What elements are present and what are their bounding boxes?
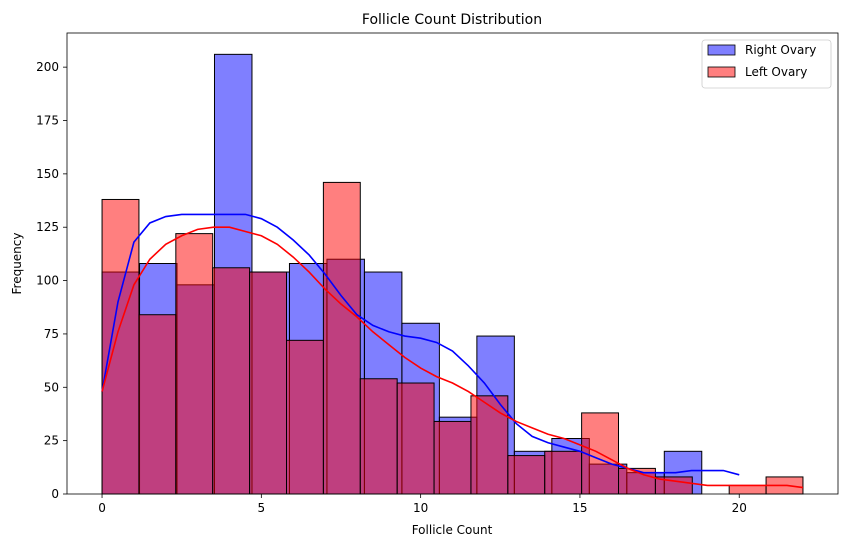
y-tick-label: 150 bbox=[36, 167, 59, 181]
x-tick-label: 5 bbox=[258, 501, 266, 515]
x-tick-label: 15 bbox=[572, 501, 587, 515]
x-tick-label: 20 bbox=[732, 501, 747, 515]
plot-frame bbox=[66, 32, 839, 495]
histogram-bar bbox=[396, 382, 435, 495]
y-tick-label: 75 bbox=[44, 327, 59, 341]
histogram-bar bbox=[286, 339, 324, 495]
histogram-bar bbox=[249, 271, 287, 495]
histogram-bar bbox=[175, 233, 214, 495]
histogram-bar bbox=[322, 181, 361, 495]
y-tick-label: 100 bbox=[36, 274, 59, 288]
x-tick-label: 0 bbox=[98, 501, 106, 515]
y-tick-label: 200 bbox=[36, 60, 59, 74]
x-tick-label: 10 bbox=[413, 501, 428, 515]
kde-line-left-ovary bbox=[101, 226, 804, 489]
histogram-bar bbox=[359, 378, 398, 495]
histogram-bar bbox=[212, 267, 251, 495]
histogram-bar bbox=[433, 420, 472, 495]
histogram-bar bbox=[507, 455, 546, 495]
y-tick-label: 50 bbox=[44, 380, 59, 394]
bars-left-ovary bbox=[101, 181, 804, 495]
x-axis-label: Follicle Count bbox=[412, 523, 493, 537]
legend-swatch-left-ovary bbox=[707, 66, 736, 78]
y-tick-label: 175 bbox=[36, 114, 59, 128]
legend-swatch-right-ovary bbox=[707, 44, 736, 56]
y-tick-label: 125 bbox=[36, 220, 59, 234]
histogram-bar bbox=[138, 314, 177, 495]
legend-label-left-ovary: Left Ovary bbox=[745, 65, 807, 79]
plot-area bbox=[101, 53, 804, 495]
y-tick-label: 25 bbox=[44, 434, 59, 448]
chart-title: Follicle Count Distribution bbox=[362, 12, 542, 28]
y-tick-label: 0 bbox=[51, 487, 59, 501]
histogram-bar bbox=[544, 450, 583, 495]
histogram-bar bbox=[728, 484, 767, 495]
y-axis-label: Frequency bbox=[10, 233, 24, 295]
legend: Right Ovary Left Ovary bbox=[701, 39, 832, 89]
legend-label-right-ovary: Right Ovary bbox=[745, 43, 816, 57]
histogram-bar bbox=[470, 395, 509, 495]
